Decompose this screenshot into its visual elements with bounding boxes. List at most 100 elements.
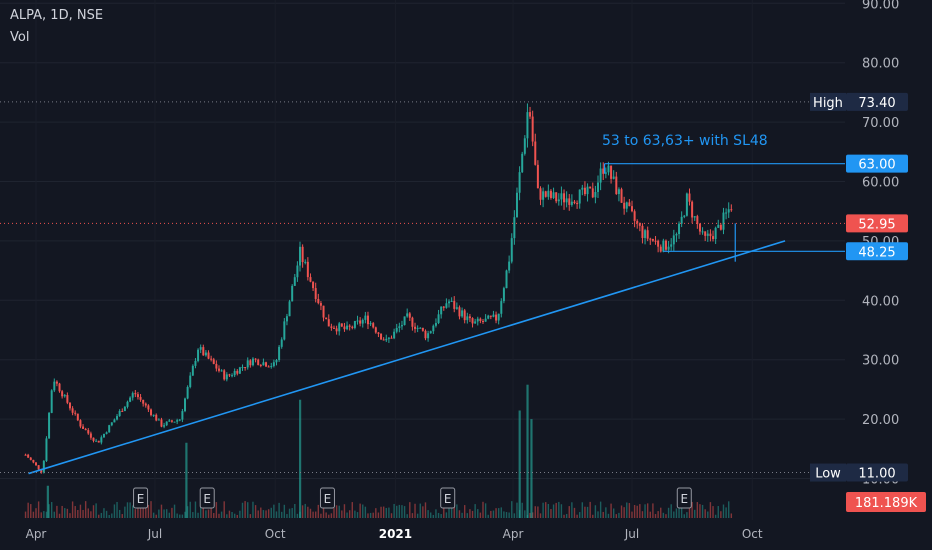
volume-bar — [487, 514, 489, 518]
earnings-marker[interactable] — [440, 487, 456, 509]
volume-bar — [189, 501, 191, 518]
support-trendline[interactable] — [28, 240, 786, 475]
candle-body — [97, 440, 100, 443]
volume-bar — [482, 501, 484, 518]
candle-body — [542, 191, 545, 200]
earnings-marker[interactable] — [199, 487, 215, 509]
candle-body — [489, 315, 492, 317]
candle-body — [332, 327, 335, 329]
volume-bar — [495, 508, 497, 518]
candle-body — [207, 352, 210, 359]
volume-bar — [351, 502, 353, 518]
candle-body — [408, 313, 411, 318]
volume-bar — [286, 514, 288, 518]
candle-body — [301, 246, 304, 263]
volume-bar — [558, 501, 560, 518]
volume-bar — [497, 508, 500, 518]
volume-bar — [466, 513, 469, 518]
volume-spike — [46, 485, 49, 518]
candle-body — [340, 323, 343, 327]
candle-body — [285, 316, 288, 322]
candle-body — [102, 433, 105, 438]
volume-bar — [367, 513, 369, 518]
volume-bar — [257, 510, 259, 518]
candle-body — [570, 201, 573, 205]
candle-body — [657, 240, 660, 247]
candle-body — [667, 246, 670, 250]
volume-bar — [82, 509, 84, 518]
candle-body — [604, 172, 607, 174]
volume-bar — [680, 507, 683, 518]
candle-body — [704, 231, 707, 236]
volume-bar — [565, 513, 568, 518]
earnings-marker-label: E — [680, 492, 688, 506]
candle-body — [568, 198, 571, 205]
volume-bar — [58, 513, 61, 518]
volume-bar — [27, 502, 29, 518]
volume-bar — [87, 508, 89, 518]
volume-bar — [233, 513, 236, 518]
volume-bar — [524, 510, 526, 518]
earnings-marker[interactable] — [319, 487, 335, 509]
candle-body — [55, 381, 58, 384]
volume-bar — [568, 506, 570, 518]
candle-body — [335, 328, 338, 332]
candle-body — [437, 314, 440, 324]
candle-body — [327, 319, 330, 327]
volume-bar — [403, 506, 406, 518]
earnings-marker[interactable] — [676, 487, 692, 509]
volume-spike — [530, 419, 533, 518]
symbol-title[interactable]: ALPA, 1D, NSE — [10, 8, 104, 23]
candle-body — [623, 202, 626, 209]
candle-body — [353, 320, 356, 328]
volume-bar — [652, 503, 654, 518]
volume-bar — [84, 501, 87, 518]
candle-body — [147, 405, 150, 410]
volume-legend[interactable]: Vol — [10, 30, 30, 45]
volume-bar — [456, 504, 458, 518]
candle-body — [578, 189, 581, 204]
candle-body — [63, 395, 66, 397]
candle-body — [74, 412, 77, 414]
candle-body — [427, 333, 430, 339]
volume-bar — [124, 506, 126, 518]
candle-body — [662, 240, 665, 252]
volume-bar — [409, 502, 411, 518]
candle-body — [283, 321, 286, 340]
volume-bar — [430, 512, 432, 518]
candle-body — [304, 261, 307, 263]
candle-body — [139, 397, 142, 400]
volume-bar — [699, 504, 701, 518]
volume-bar — [477, 509, 479, 518]
candle-body — [515, 192, 518, 218]
volume-bar — [35, 508, 37, 518]
volume-bar — [435, 509, 437, 518]
candle-body — [701, 231, 704, 233]
volume-bar — [657, 511, 659, 518]
volume-bar — [458, 510, 461, 518]
volume-bar — [330, 513, 333, 518]
volume-bar — [537, 506, 539, 518]
volume-bar — [343, 504, 346, 518]
volume-bar — [348, 510, 351, 518]
candle-body — [560, 193, 563, 200]
candle-body — [275, 359, 278, 363]
earnings-marker[interactable] — [133, 487, 149, 509]
low-label-bg — [810, 463, 846, 482]
volume-bar — [273, 504, 275, 518]
volume-bar — [364, 506, 367, 518]
candle-body — [685, 193, 688, 216]
volume-bar — [714, 514, 717, 518]
candle-body — [215, 363, 218, 369]
volume-bar — [443, 506, 445, 518]
candle-body — [343, 326, 346, 330]
candle-body — [173, 421, 176, 423]
volume-bar — [471, 510, 474, 518]
volume-bar — [581, 502, 584, 518]
volume-bar — [260, 507, 262, 518]
volume-bar — [641, 511, 644, 518]
annotation-text[interactable]: 53 to 63,63+ with SL48 — [602, 133, 768, 149]
candle-body — [309, 277, 312, 282]
